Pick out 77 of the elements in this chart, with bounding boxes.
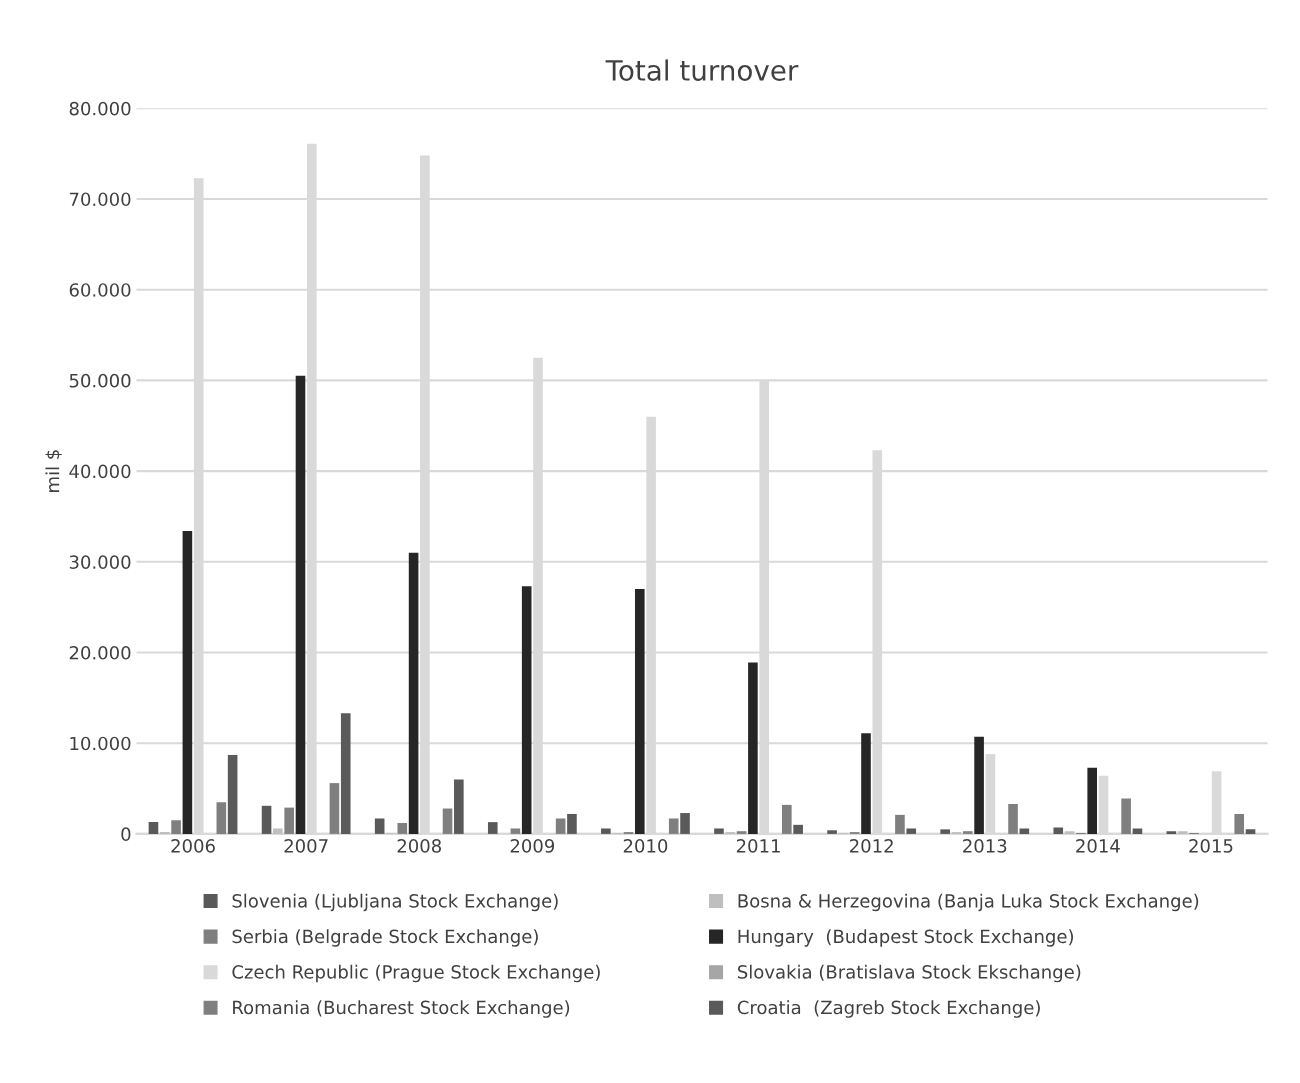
y-tick-label: 20.000 xyxy=(69,645,131,660)
legend-label: Slovakia (Bratislava Stock Ekschange) xyxy=(738,964,1081,983)
y-tick-label: 30.000 xyxy=(69,555,131,569)
bar xyxy=(962,831,973,834)
y-axis-title: mil $ xyxy=(45,450,62,492)
legend-label: Slovenia (Ljubljana Stock Exchange) xyxy=(232,893,558,912)
bar xyxy=(940,829,950,834)
legend-label: Bosna & Herzegovina (Banja Luka Stock Exchange) xyxy=(738,893,1199,912)
bar xyxy=(261,805,272,834)
bar xyxy=(374,818,385,834)
x-tick-label: 2014 xyxy=(1076,839,1120,853)
legend-label: Hungary (Budapest Stock Exchange) xyxy=(738,929,1074,947)
bar xyxy=(1121,798,1131,834)
bar xyxy=(668,818,679,834)
legend-label: Czech Republic (Prague Stock Exchange) xyxy=(232,964,600,983)
bar xyxy=(397,823,408,834)
x-tick-label: 2007 xyxy=(284,839,328,853)
bar xyxy=(895,814,905,834)
bar xyxy=(1166,831,1177,834)
bar xyxy=(793,824,803,834)
bar xyxy=(1177,831,1188,834)
bar xyxy=(736,831,747,834)
y-tick-label: 60.000 xyxy=(69,283,131,297)
bar xyxy=(510,828,521,834)
bar xyxy=(273,828,283,834)
bar xyxy=(555,818,566,834)
x-tick-label: 2006 xyxy=(171,839,215,853)
x-tick-label: 2012 xyxy=(850,839,893,853)
legend-label: Croatia (Zagreb Stock Exchange) xyxy=(737,1000,1040,1018)
bar xyxy=(1087,767,1097,834)
bar xyxy=(827,830,837,834)
bar xyxy=(284,807,294,834)
bar xyxy=(974,736,984,834)
bar xyxy=(906,828,917,834)
bar xyxy=(1064,831,1075,834)
legend-label: Serbia (Belgrade Stock Exchange) xyxy=(232,929,538,947)
bar xyxy=(521,586,532,834)
y-tick-label: 50.000 xyxy=(69,373,131,388)
bar xyxy=(454,779,464,834)
x-tick-label: 2015 xyxy=(1189,839,1233,853)
bar xyxy=(329,783,340,834)
bar xyxy=(487,822,498,834)
bar xyxy=(216,802,227,834)
bar xyxy=(714,828,724,834)
bar xyxy=(634,589,645,834)
legend-label: Romania (Bucharest Stock Exchange) xyxy=(233,1000,570,1018)
bar xyxy=(408,552,419,834)
bar xyxy=(567,813,577,834)
bar xyxy=(601,828,611,834)
bar xyxy=(680,813,690,834)
bar xyxy=(442,808,453,834)
x-tick-label: 2008 xyxy=(397,839,441,853)
bar xyxy=(1053,827,1064,834)
bar xyxy=(1132,828,1143,834)
bar xyxy=(148,822,159,834)
bar xyxy=(295,375,306,834)
bar xyxy=(340,713,351,834)
y-tick-label: 10.000 xyxy=(70,736,131,751)
y-tick-label: 80.000 xyxy=(69,101,131,116)
bar xyxy=(171,820,181,834)
bar xyxy=(861,733,871,834)
x-tick-label: 2010 xyxy=(623,839,668,853)
bar xyxy=(782,804,792,834)
x-tick-label: 2009 xyxy=(510,839,555,853)
x-tick-label: 2013 xyxy=(963,839,1007,853)
bar xyxy=(748,662,758,834)
bar xyxy=(1008,803,1018,834)
bar xyxy=(1245,829,1256,834)
y-tick-label: 70.000 xyxy=(69,192,131,207)
bar xyxy=(182,530,193,834)
bar xyxy=(1019,828,1030,834)
y-tick-label: 0 xyxy=(121,827,131,842)
bar xyxy=(227,755,238,834)
x-tick-label: 2011 xyxy=(736,839,780,853)
y-tick-label: 40.000 xyxy=(69,464,131,479)
bar xyxy=(1234,813,1245,834)
chart-title: Total turnover xyxy=(605,59,799,81)
